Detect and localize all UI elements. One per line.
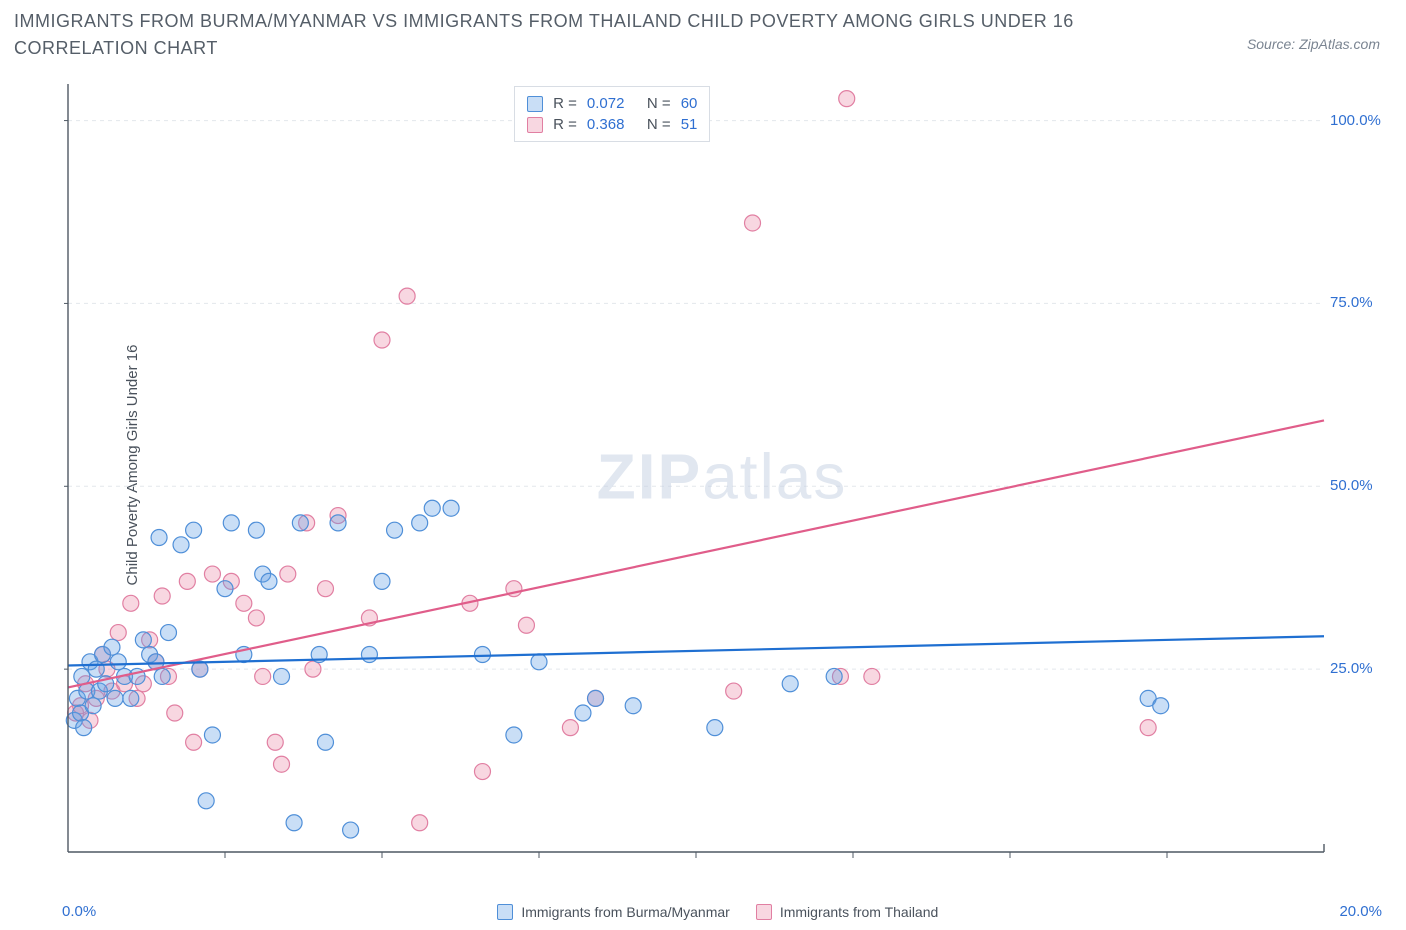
chart-title: IMMIGRANTS FROM BURMA/MYANMAR VS IMMIGRA… [14, 8, 1114, 62]
chart-area: ZIPatlas [62, 80, 1382, 870]
y-tick-label: 25.0% [1330, 660, 1373, 677]
legend-item-b: Immigrants from Thailand [756, 904, 938, 920]
swatch-b [756, 904, 772, 920]
legend-item-a: Immigrants from Burma/Myanmar [497, 904, 729, 920]
scatter-chart: ZIPatlas [62, 80, 1382, 870]
x-tick-max: 20.0% [1339, 903, 1382, 920]
swatch-a [497, 904, 513, 920]
legend-stats-box: R =0.072N =60R =0.368N =51 [514, 86, 710, 142]
swatch-b [527, 117, 543, 133]
x-axis-legend-row: 0.0% Immigrants from Burma/Myanmar Immig… [62, 903, 1382, 920]
y-tick-label: 75.0% [1330, 294, 1373, 311]
legend-label-b: Immigrants from Thailand [780, 904, 938, 920]
source-label: Source: ZipAtlas.com [1247, 36, 1380, 52]
svg-text:ZIPatlas: ZIPatlas [597, 441, 848, 513]
x-tick-min: 0.0% [62, 903, 96, 920]
y-tick-label: 100.0% [1330, 112, 1381, 129]
y-tick-label: 50.0% [1330, 477, 1373, 494]
legend-bottom: Immigrants from Burma/Myanmar Immigrants… [497, 904, 938, 920]
legend-label-a: Immigrants from Burma/Myanmar [521, 904, 729, 920]
swatch-a [527, 96, 543, 112]
